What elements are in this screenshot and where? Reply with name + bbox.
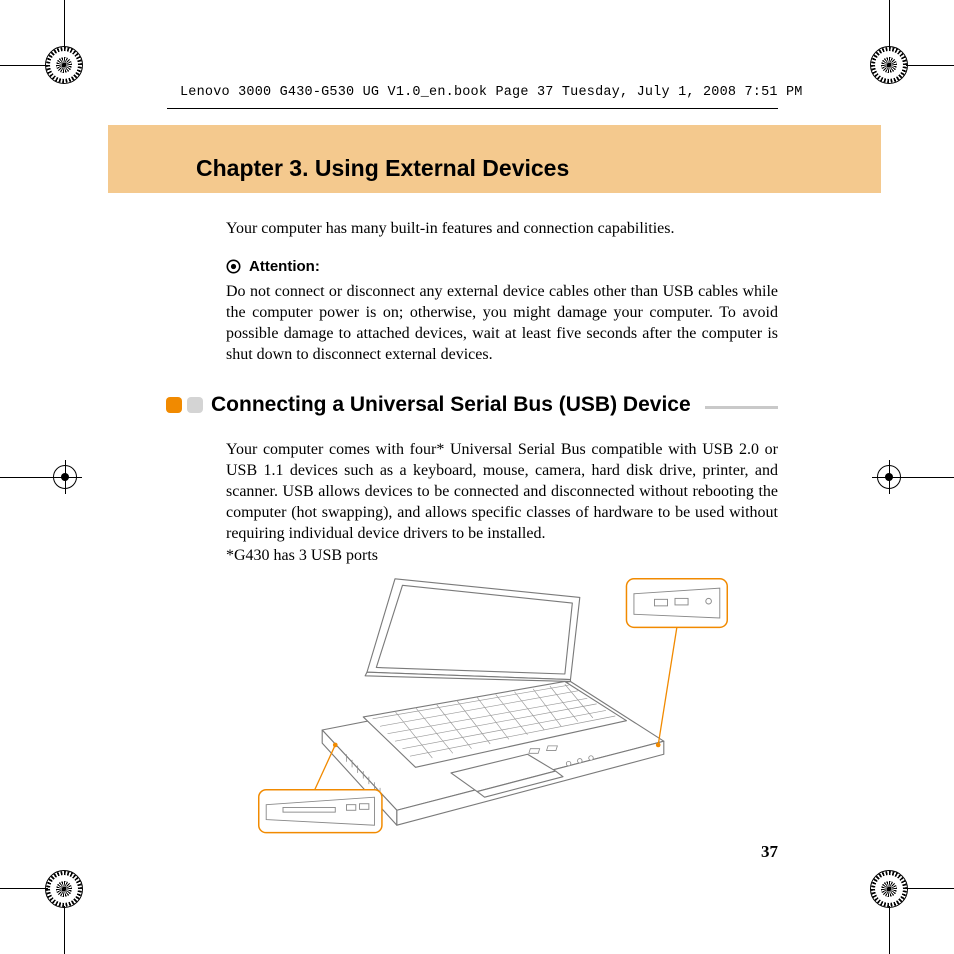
crop-line — [906, 65, 954, 66]
crop-line — [902, 477, 954, 478]
crop-mark-tl — [45, 46, 83, 84]
section-title: Connecting a Universal Serial Bus (USB) … — [211, 393, 691, 417]
crop-line — [64, 0, 65, 48]
attention-heading: Attention: — [226, 258, 778, 275]
crop-mark-br — [870, 870, 908, 908]
registration-mark-right — [874, 462, 904, 492]
crop-line — [889, 0, 890, 48]
laptop-illustration — [238, 562, 748, 842]
attention-label: Attention: — [249, 258, 320, 275]
crop-mark-tr — [870, 46, 908, 84]
section-rule — [705, 406, 778, 409]
intro-text: Your computer has many built-in features… — [226, 218, 778, 240]
crop-line — [889, 906, 890, 954]
page-content: Chapter 3. Using External Devices Your c… — [196, 155, 778, 566]
crop-line — [906, 888, 954, 889]
running-head: Lenovo 3000 G430-G530 UG V1.0_en.book Pa… — [180, 85, 803, 100]
callout-right — [626, 579, 727, 747]
chapter-title: Chapter 3. Using External Devices — [196, 155, 778, 182]
attention-bullet-icon — [226, 259, 241, 274]
bullet-square-grey — [187, 397, 203, 413]
header-rule — [167, 108, 778, 109]
bullet-square-orange — [166, 397, 182, 413]
crop-line — [0, 65, 48, 66]
registration-mark-left — [50, 462, 80, 492]
crop-line — [64, 906, 65, 954]
crop-line — [0, 477, 52, 478]
attention-body: Do not connect or disconnect any externa… — [226, 281, 778, 365]
section-heading: Connecting a Universal Serial Bus (USB) … — [166, 393, 778, 417]
section-body: Your computer comes with four* Universal… — [226, 439, 778, 545]
crop-mark-bl — [45, 870, 83, 908]
crop-line — [0, 888, 48, 889]
section-bullets — [166, 397, 203, 413]
page-number: 37 — [761, 842, 778, 862]
